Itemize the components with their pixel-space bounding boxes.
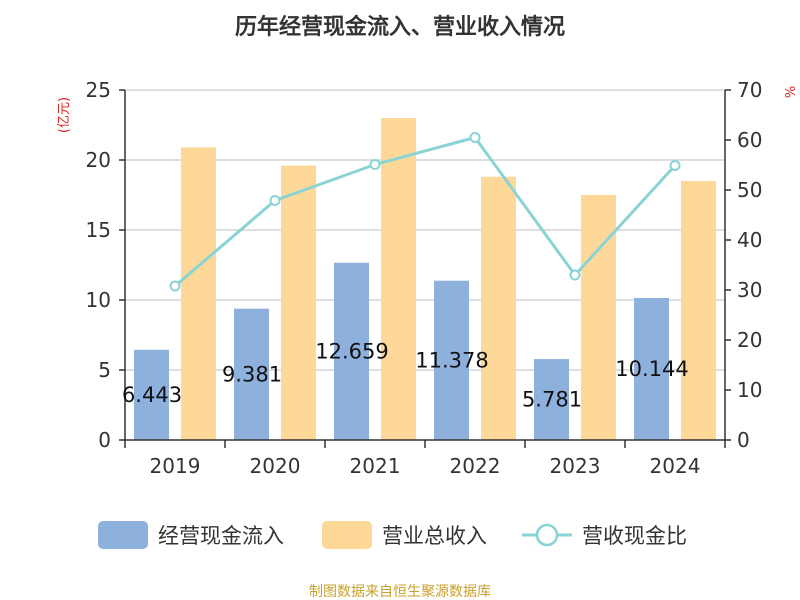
bar-cash-inflow[interactable] (634, 297, 669, 440)
x-axis-ticks: 2019 2020 2021 2022 2023 2024 (124, 440, 726, 478)
left-tick-label: 10 (86, 288, 111, 312)
bar-cash-inflow[interactable] (534, 359, 569, 440)
x-tick-label: 2019 (150, 454, 201, 478)
ratio-point[interactable] (169, 280, 181, 292)
legend-label-ratio: 营收现金比 (582, 524, 687, 548)
x-tick-label: 2024 (650, 454, 701, 478)
left-tick-label: 25 (86, 78, 111, 102)
data-label-cash-inflow: 11.378 (415, 348, 488, 372)
bar-revenue[interactable] (381, 118, 416, 440)
x-tick-label: 2022 (450, 454, 501, 478)
bar-cash-inflow[interactable] (234, 308, 269, 440)
ratio-point[interactable] (669, 160, 681, 171)
right-tick-label: 10 (737, 378, 762, 402)
x-tick-label: 2020 (250, 454, 301, 478)
bar-revenue[interactable] (581, 195, 616, 440)
x-tick-label: 2023 (550, 454, 601, 478)
right-axis-unit-label: % (784, 86, 799, 98)
left-tick-label: 5 (98, 358, 111, 382)
bar-cash-inflow[interactable] (134, 349, 169, 440)
data-label-cash-inflow: 5.781 (522, 388, 582, 412)
x-tick-label: 2021 (350, 454, 401, 478)
legend-label-cash-inflow: 经营现金流入 (158, 524, 284, 548)
right-tick-label: 20 (737, 328, 762, 352)
ratio-point[interactable] (569, 269, 581, 281)
right-tick-label: 70 (737, 78, 762, 102)
chart-title: 历年经营现金流入、营业收入情况 (235, 14, 565, 40)
source-note: 制图数据来自恒生聚源数据库 (309, 584, 491, 600)
legend-marker-ratio (535, 523, 559, 547)
gridlines (125, 89, 725, 371)
left-axis-ticks: 0 5 10 15 20 25 (86, 78, 125, 452)
left-tick-label: 0 (98, 428, 111, 452)
legend-item-ratio[interactable]: 营收现金比 (522, 523, 687, 548)
bar-revenue[interactable] (481, 176, 516, 441)
right-axis-ticks: 0 10 20 30 40 50 60 70 (725, 78, 762, 452)
data-label-cash-inflow: 12.659 (315, 339, 388, 363)
ratio-point[interactable] (469, 132, 481, 143)
ratio-line-layer (169, 132, 681, 292)
legend-swatch-cash-inflow (98, 521, 148, 549)
data-label-cash-inflow: 9.381 (222, 362, 282, 386)
bar-revenue[interactable] (281, 165, 316, 440)
legend-swatch-revenue (322, 521, 372, 549)
right-tick-label: 60 (737, 128, 762, 152)
right-tick-label: 30 (737, 278, 762, 302)
bar-revenue[interactable] (181, 147, 216, 440)
bar-cash-inflow[interactable] (434, 280, 469, 440)
left-tick-label: 15 (86, 218, 111, 242)
bar-cash-inflow[interactable] (334, 262, 369, 440)
ratio-line (174, 136, 677, 288)
bar-revenue[interactable] (681, 181, 716, 440)
data-labels: 6.443 9.381 12.659 11.378 5.781 10.144 (122, 339, 689, 411)
bars-revenue (181, 118, 716, 441)
legend-item-cash-inflow[interactable]: 经营现金流入 (98, 521, 284, 549)
right-tick-label: 50 (737, 178, 762, 202)
data-label-cash-inflow: 6.443 (122, 383, 182, 407)
legend: 经营现金流入 营业总收入 营收现金比 (98, 521, 687, 549)
bars-cash-inflow (134, 262, 669, 440)
data-label-cash-inflow: 10.144 (615, 357, 688, 381)
right-tick-label: 0 (737, 428, 750, 452)
left-axis-unit-label: (亿元) (57, 97, 72, 133)
legend-label-revenue: 营业总收入 (382, 524, 487, 548)
right-tick-label: 40 (737, 228, 762, 252)
ratio-point[interactable] (269, 195, 281, 206)
left-tick-label: 20 (86, 148, 111, 172)
legend-item-revenue[interactable]: 营业总收入 (322, 521, 487, 549)
ratio-point[interactable] (369, 159, 381, 170)
